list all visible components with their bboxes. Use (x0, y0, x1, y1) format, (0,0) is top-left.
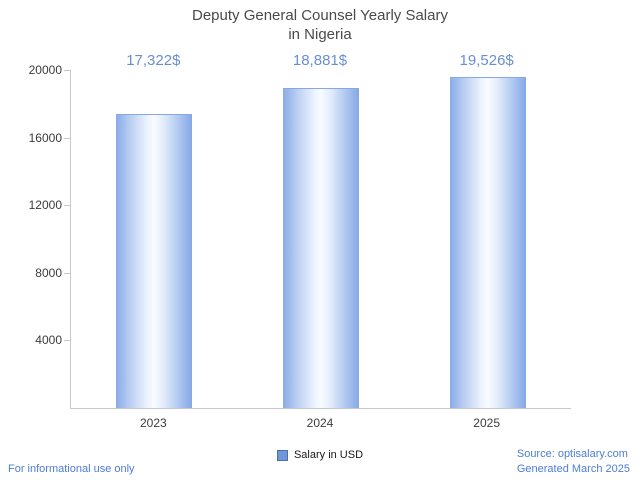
source-text: Source: optisalary.com (516, 448, 628, 460)
legend-label: Salary in USD (293, 449, 364, 461)
source-block: Source: optisalary.com Generated March 2… (517, 447, 630, 477)
bar-2023 (116, 114, 193, 408)
y-axis-label: 8000 (35, 265, 62, 280)
generated-text: Generated March 2025 (516, 463, 630, 475)
y-axis-label: 20000 (28, 63, 62, 77)
x-axis-label: 2025 (473, 416, 500, 430)
y-axis-label: 16000 (28, 130, 62, 145)
y-axis-tick (64, 272, 71, 274)
bar-2024 (283, 87, 359, 408)
y-axis-tick (64, 340, 71, 342)
bar-value-label: 18,881$ (292, 52, 348, 69)
chart-title: Deputy General Counsel Yearly Salary in … (192, 7, 448, 43)
legend-swatch (276, 449, 288, 461)
bar-value-label: 19,526$ (459, 52, 514, 69)
x-axis-label: 2023 (139, 416, 167, 430)
bar-value-label: 17,322$ (126, 52, 181, 69)
y-axis-tick (64, 70, 71, 71)
x-axis-label: 2024 (306, 416, 334, 430)
y-axis-tick (64, 205, 71, 207)
plot-area (64, 70, 571, 409)
y-axis-tick (64, 137, 71, 139)
bar-2025 (449, 77, 526, 408)
disclaimer-text: For informational use only (8, 463, 135, 475)
legend: Salary in USD (0, 449, 640, 461)
y-axis-label: 12000 (28, 198, 62, 213)
y-axis-label: 4000 (35, 333, 62, 348)
